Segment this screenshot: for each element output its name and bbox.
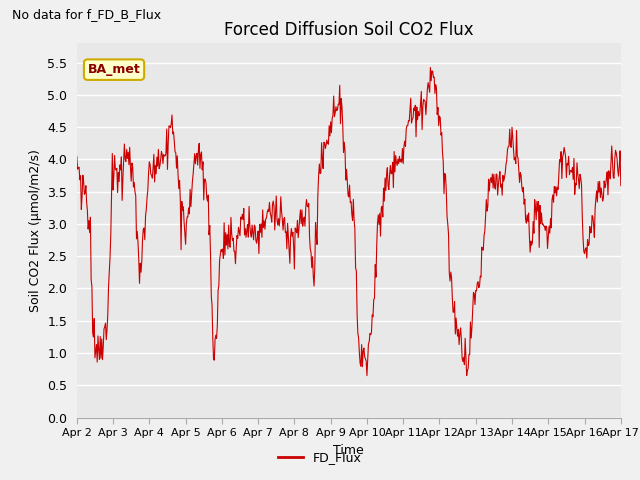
X-axis label: Time: Time — [333, 444, 364, 456]
Text: No data for f_FD_B_Flux: No data for f_FD_B_Flux — [12, 8, 161, 21]
Title: Forced Diffusion Soil CO2 Flux: Forced Diffusion Soil CO2 Flux — [224, 21, 474, 39]
Y-axis label: Soil CO2 Flux (μmol/m2/s): Soil CO2 Flux (μmol/m2/s) — [29, 149, 42, 312]
Text: BA_met: BA_met — [88, 63, 140, 76]
Legend: FD_Flux: FD_Flux — [273, 446, 367, 469]
